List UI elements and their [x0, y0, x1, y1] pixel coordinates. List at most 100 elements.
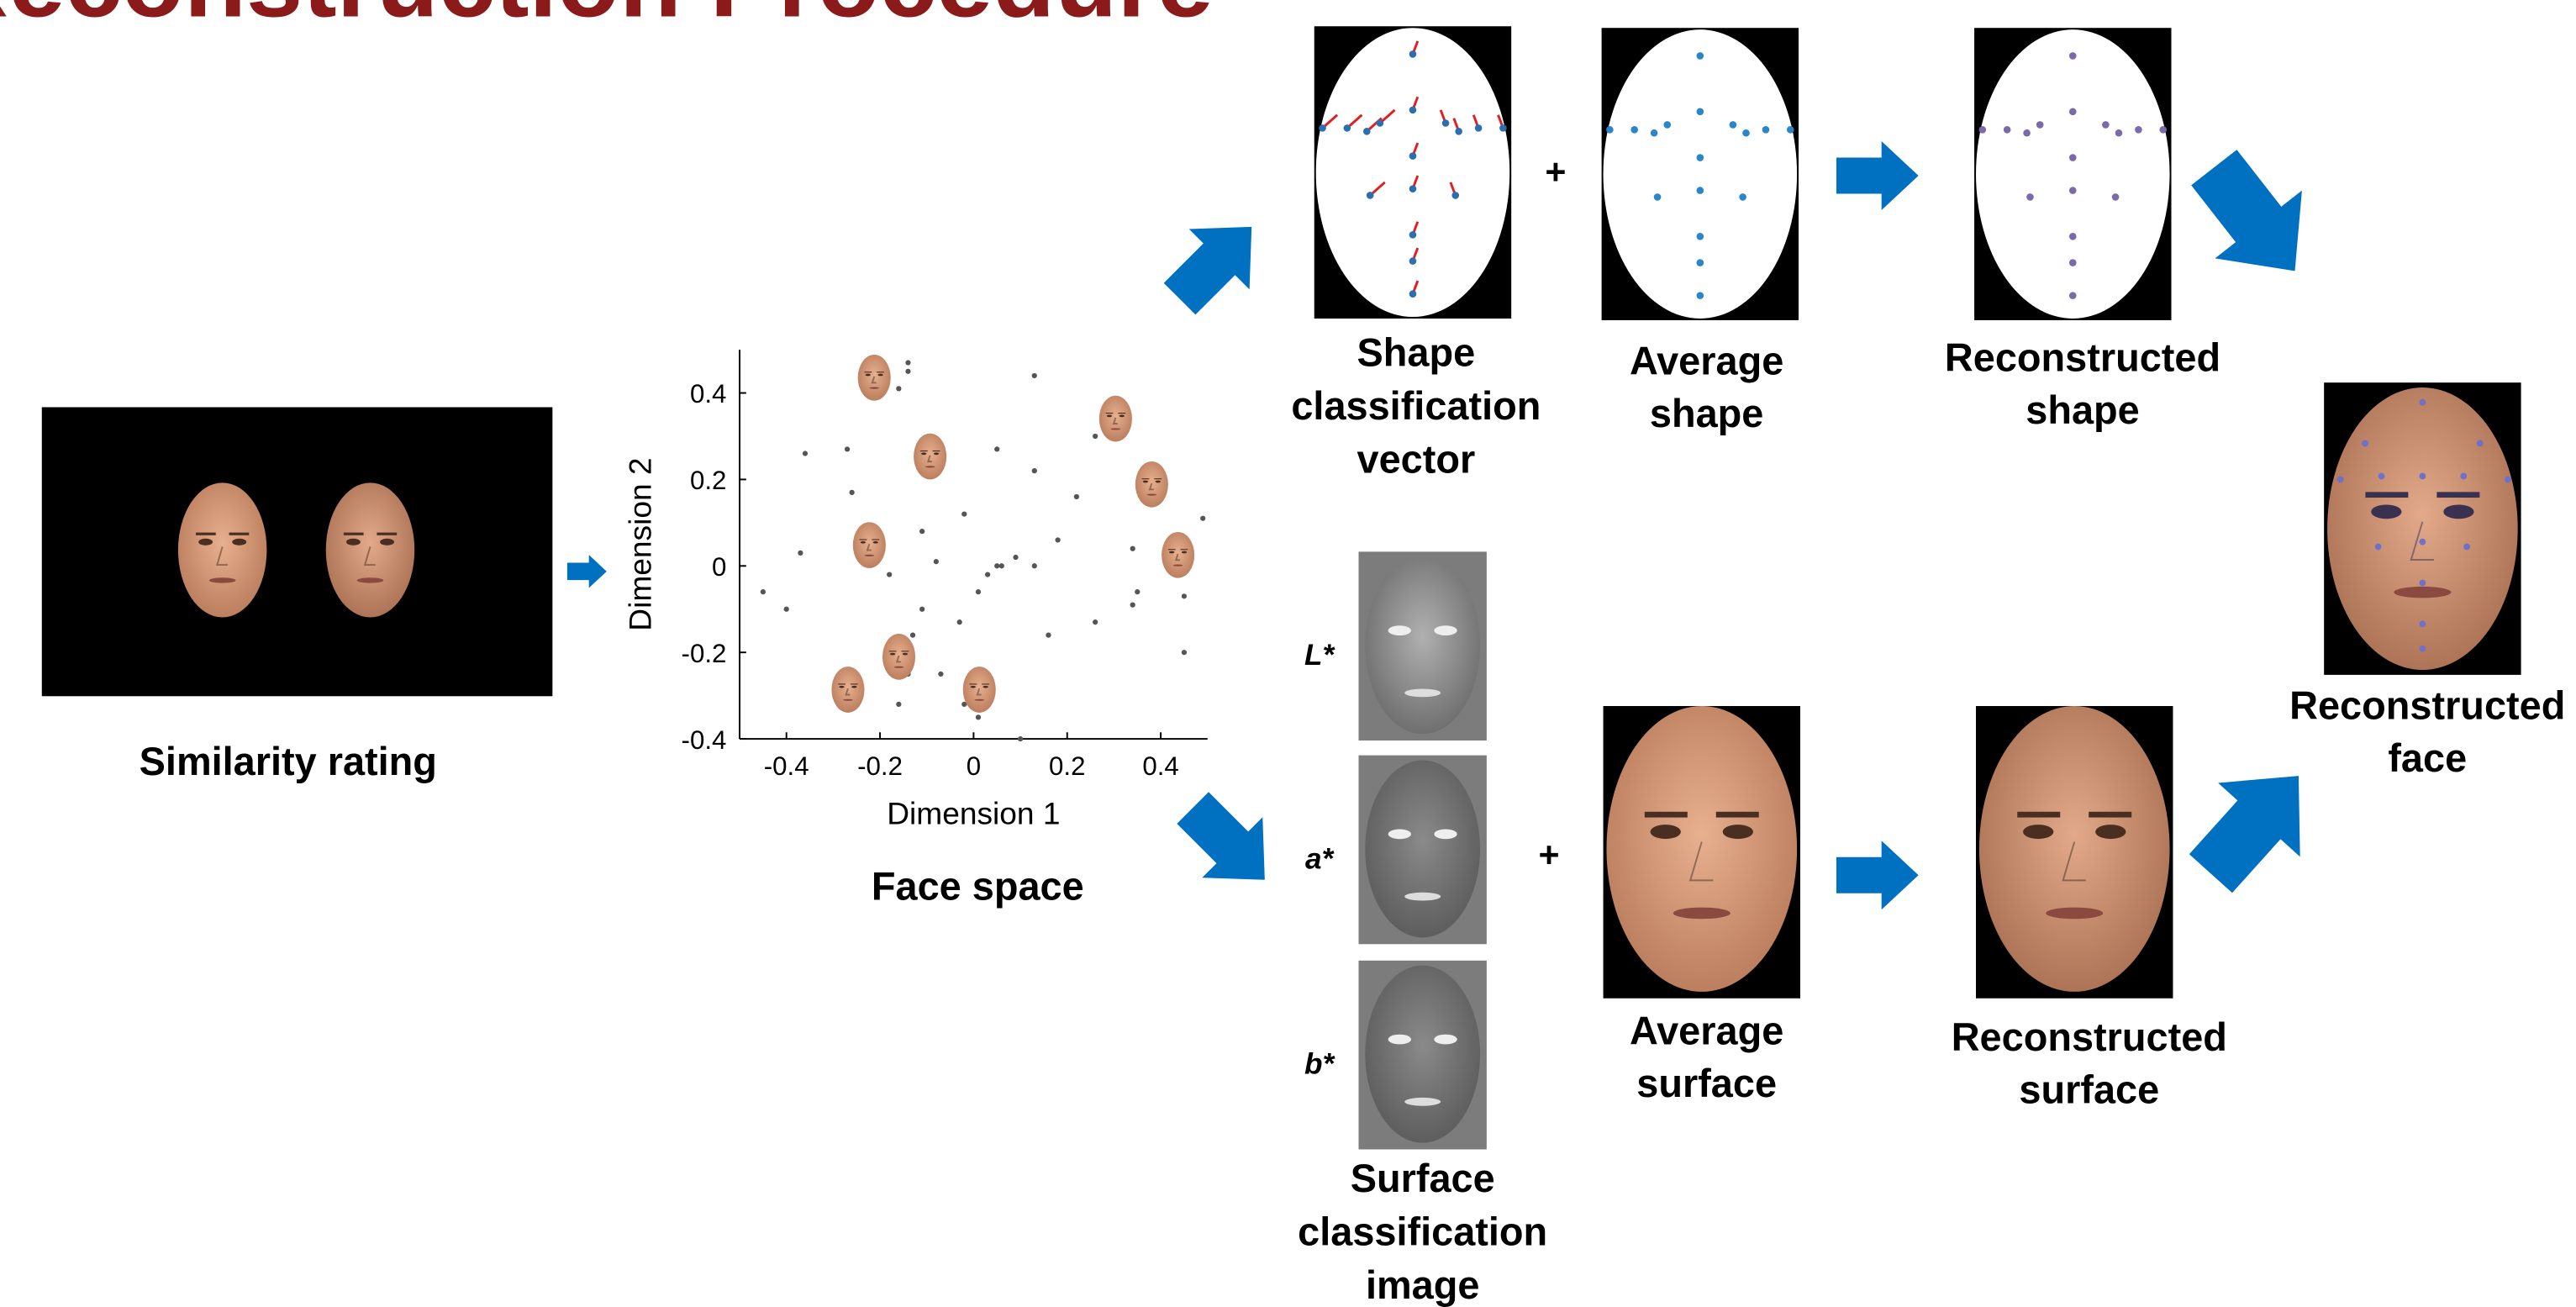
- x-tick-label: 0.2: [1049, 751, 1085, 781]
- face-eye: [1107, 414, 1112, 417]
- scatter-point: [976, 589, 981, 594]
- face-brow: [2436, 492, 2479, 498]
- landmark: [2069, 52, 2077, 60]
- face-mouth: [1673, 908, 1731, 920]
- face-brow: [1142, 478, 1150, 479]
- arrow: [1836, 141, 1919, 210]
- landmark: [2004, 126, 2011, 134]
- surface-mouth: [1404, 1098, 1441, 1106]
- landmark: [1697, 292, 1704, 299]
- surface-face: [1365, 760, 1480, 937]
- landmark: [2115, 129, 2123, 137]
- scatter-point: [1093, 434, 1098, 439]
- scatter-point: [1013, 555, 1018, 560]
- landmark: [1367, 192, 1374, 199]
- diagram: Reconstruction Procedure Similarity rati…: [0, 0, 2576, 1307]
- face-eye: [1182, 551, 1187, 554]
- shape-oval: [1316, 28, 1510, 317]
- landmark: [1442, 119, 1450, 127]
- landmark: [1697, 52, 1704, 60]
- scatter-point: [905, 360, 910, 365]
- face-space-label: Face space: [872, 865, 1084, 909]
- landmark: [2362, 440, 2368, 447]
- arrow: [1150, 197, 1283, 329]
- surface-label: Average: [1630, 1009, 1783, 1052]
- face-eye: [2023, 825, 2053, 839]
- x-tick-label: 0.4: [1142, 751, 1178, 781]
- surface-mouth: [1404, 893, 1441, 901]
- scatter-point: [1130, 602, 1135, 607]
- landmark: [1499, 124, 1507, 132]
- landmark: [1787, 126, 1794, 134]
- surface-face: [1365, 556, 1480, 734]
- landmark: [2419, 646, 2426, 652]
- face-brow: [344, 533, 364, 535]
- landmark: [1409, 50, 1417, 58]
- face-eye: [1651, 825, 1681, 839]
- face-eye: [851, 686, 856, 688]
- x-tick-label: 0: [967, 751, 981, 781]
- landmark: [1409, 107, 1417, 114]
- arrow: [2171, 134, 2339, 305]
- shape-label: classification: [1291, 384, 1541, 428]
- face-eye: [934, 452, 939, 455]
- face-brow: [196, 533, 216, 535]
- scatter-point: [1182, 650, 1187, 655]
- face-eye: [866, 374, 871, 377]
- face-mouth: [869, 387, 879, 389]
- landmark: [1409, 231, 1417, 239]
- face-mouth: [1111, 428, 1121, 430]
- landmark: [1630, 126, 1638, 134]
- landmark: [1651, 129, 1658, 137]
- landmark: [1319, 124, 1326, 132]
- plus: +: [1545, 152, 1566, 192]
- surface-label: Surface: [1351, 1157, 1495, 1200]
- landmark: [1979, 126, 1987, 134]
- scatter-point: [957, 619, 962, 625]
- landmark: [2159, 126, 2167, 134]
- scatter-point: [803, 451, 808, 456]
- face-eye: [873, 541, 878, 544]
- face-eye: [878, 374, 883, 377]
- x-axis-label: Dimension 1: [887, 796, 1060, 831]
- similarity-label: Similarity rating: [140, 740, 437, 783]
- landmark: [2026, 193, 2034, 201]
- face-label: face: [2388, 736, 2467, 780]
- scatter-point: [994, 446, 999, 451]
- scatter-point: [961, 511, 967, 516]
- face-brow: [970, 683, 977, 684]
- scatter-point: [1135, 589, 1140, 594]
- arrow-shape: [1836, 141, 1919, 210]
- face-eye: [1169, 551, 1174, 554]
- face-brow: [377, 533, 397, 535]
- shape-label: Reconstructed: [1945, 335, 2220, 379]
- arrow-shape: [1150, 197, 1283, 329]
- face-eye: [903, 653, 908, 656]
- slide-title: Reconstruction Procedure: [0, 0, 1214, 39]
- channel-label: a*: [1305, 842, 1335, 875]
- scatter-point: [934, 559, 939, 564]
- scatter-point: [896, 702, 901, 707]
- scatter-point: [798, 551, 803, 556]
- landmark: [1663, 121, 1671, 129]
- landmark: [1409, 185, 1417, 192]
- landmark: [2419, 539, 2426, 545]
- face-eye: [971, 686, 976, 688]
- landmark: [1697, 108, 1704, 116]
- face-brow: [229, 533, 250, 535]
- shape-label: Shape: [1357, 331, 1476, 375]
- face-brow: [1106, 413, 1114, 414]
- scatter-point: [845, 446, 850, 451]
- face-mouth: [925, 466, 935, 467]
- landmark: [2112, 193, 2120, 201]
- face-brow: [860, 539, 867, 540]
- face-eye: [2371, 504, 2401, 519]
- scatter-point: [999, 563, 1004, 568]
- landmark: [2023, 129, 2031, 137]
- landmark: [2069, 108, 2077, 116]
- shape-label: shape: [2026, 388, 2139, 432]
- landmark: [2135, 126, 2142, 134]
- landmark: [1475, 124, 1483, 132]
- face-eye: [1156, 481, 1161, 483]
- scatter-point: [1018, 736, 1023, 741]
